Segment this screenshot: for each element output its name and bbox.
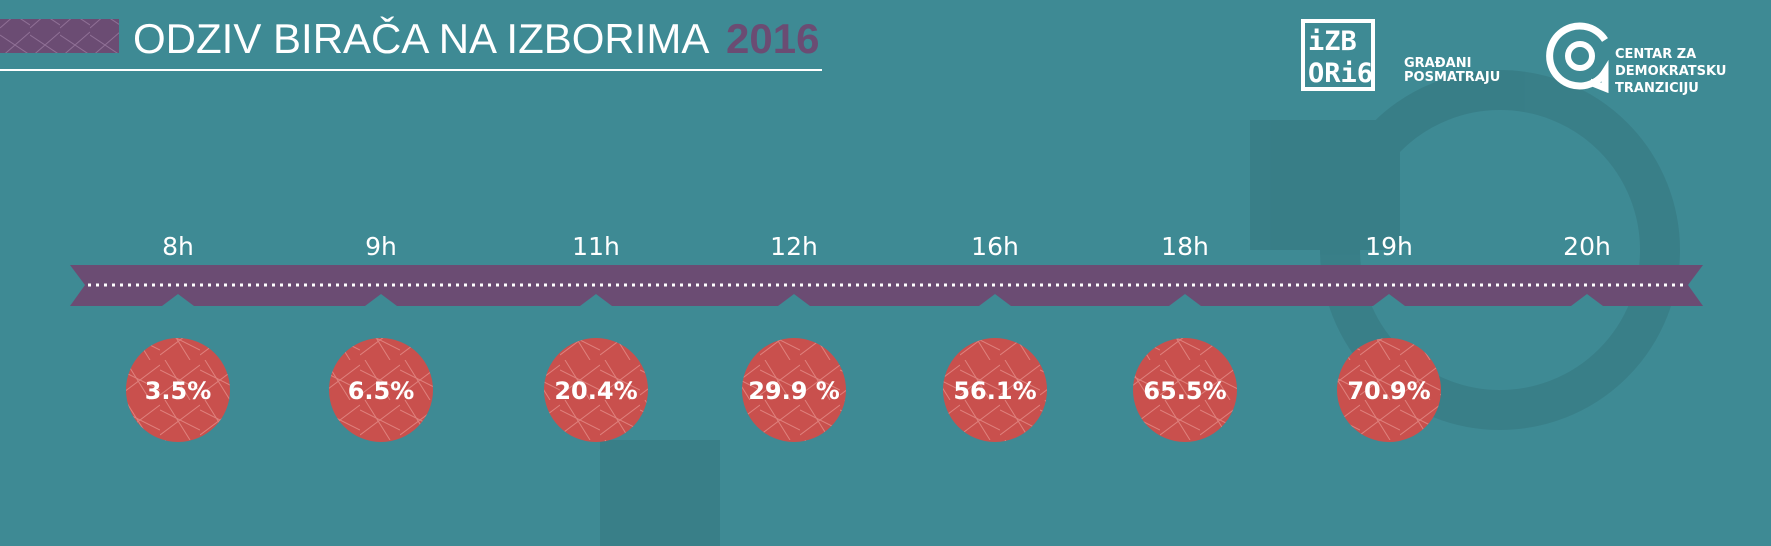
turnout-texture xyxy=(943,338,1047,442)
logo-tagline: POSMATRAJU xyxy=(1404,70,1500,85)
turnout-label: 6.5% xyxy=(348,377,415,405)
timeline-ribbon xyxy=(70,265,1703,306)
turnout-texture xyxy=(1337,338,1441,442)
logo-text: iZB xyxy=(1308,26,1357,57)
time-label: 11h xyxy=(572,232,620,261)
turnout-label: 29.9 % xyxy=(748,377,840,405)
time-label: 20h xyxy=(1563,232,1611,261)
turnout-label: 56.1% xyxy=(953,377,1036,405)
time-label: 12h xyxy=(770,232,818,261)
time-label: 9h xyxy=(365,232,397,261)
turnout-label: 65.5% xyxy=(1143,377,1226,405)
ribbon-notch xyxy=(580,294,612,306)
turnout-label: 70.9% xyxy=(1347,377,1430,405)
turnout-texture xyxy=(742,338,846,442)
ribbon-notch xyxy=(1169,294,1201,306)
logo-tagline: GRAĐANI xyxy=(1404,56,1471,71)
title-bar xyxy=(0,19,119,53)
logo-text: ORi6 xyxy=(1308,58,1373,89)
izbori-logo: iZB ORi6 GRAĐANI POSMATRAJU xyxy=(1301,19,1500,91)
logo-mark xyxy=(1565,41,1595,71)
time-label: 8h xyxy=(162,232,194,261)
logo-box xyxy=(1301,19,1375,91)
turnout-texture xyxy=(1133,338,1237,442)
turnout-label: 3.5% xyxy=(145,377,212,405)
ribbon-notch xyxy=(365,294,397,306)
time-label: 18h xyxy=(1161,232,1209,261)
turnout-texture xyxy=(126,338,230,442)
logo-text: CENTAR ZA xyxy=(1615,47,1696,62)
time-label: 16h xyxy=(971,232,1019,261)
turnout-texture xyxy=(544,338,648,442)
title-year: 2016 xyxy=(726,15,819,62)
ribbon-notch xyxy=(1571,294,1603,306)
time-label: 19h xyxy=(1365,232,1413,261)
logo-text: DEMOKRATSKU xyxy=(1615,64,1726,79)
cdt-logo: CENTAR ZA DEMOKRATSKU TRANZICIJU xyxy=(1546,22,1726,96)
ribbon-notch xyxy=(162,294,194,306)
background-shapes xyxy=(600,70,1680,546)
logo-text: TRANZICIJU xyxy=(1615,81,1699,96)
logo-mark xyxy=(1546,22,1609,94)
turnout-label: 20.4% xyxy=(554,377,637,405)
ribbon-notch xyxy=(979,294,1011,306)
ribbon-notch xyxy=(1373,294,1405,306)
turnout-texture xyxy=(329,338,433,442)
ribbon-notch xyxy=(778,294,810,306)
title: ODZIV BIRAČA NA IZBORIMA xyxy=(133,15,709,62)
